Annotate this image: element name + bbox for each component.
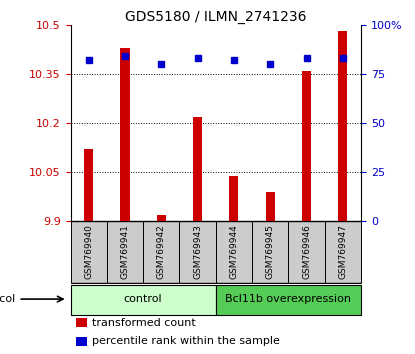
Text: GSM769944: GSM769944 — [229, 224, 239, 279]
Text: percentile rank within the sample: percentile rank within the sample — [93, 336, 280, 346]
FancyBboxPatch shape — [71, 285, 216, 315]
FancyBboxPatch shape — [143, 221, 179, 283]
FancyBboxPatch shape — [288, 221, 325, 283]
Bar — [76, 337, 87, 346]
FancyBboxPatch shape — [325, 221, 361, 283]
FancyBboxPatch shape — [216, 285, 361, 315]
Title: GDS5180 / ILMN_2741236: GDS5180 / ILMN_2741236 — [125, 10, 307, 24]
Bar — [120, 48, 129, 221]
FancyBboxPatch shape — [107, 221, 143, 283]
FancyBboxPatch shape — [179, 221, 216, 283]
Bar — [76, 318, 87, 327]
Text: Bcl11b overexpression: Bcl11b overexpression — [225, 294, 352, 304]
Bar — [229, 176, 239, 221]
Text: GSM769941: GSM769941 — [120, 224, 129, 279]
Bar — [302, 71, 311, 221]
Text: transformed count: transformed count — [93, 318, 196, 328]
Bar — [157, 215, 166, 221]
Bar — [266, 192, 275, 221]
Text: GSM769945: GSM769945 — [266, 224, 275, 279]
Text: GSM769942: GSM769942 — [157, 224, 166, 279]
Text: control: control — [124, 294, 163, 304]
Text: protocol: protocol — [0, 294, 15, 304]
Text: GSM769943: GSM769943 — [193, 224, 202, 279]
Text: GSM769947: GSM769947 — [338, 224, 347, 279]
Bar — [338, 32, 347, 221]
FancyBboxPatch shape — [216, 221, 252, 283]
Text: GSM769946: GSM769946 — [302, 224, 311, 279]
Bar — [193, 116, 202, 221]
FancyBboxPatch shape — [71, 221, 107, 283]
FancyBboxPatch shape — [252, 221, 288, 283]
Bar — [84, 149, 93, 221]
Text: GSM769940: GSM769940 — [84, 224, 93, 279]
